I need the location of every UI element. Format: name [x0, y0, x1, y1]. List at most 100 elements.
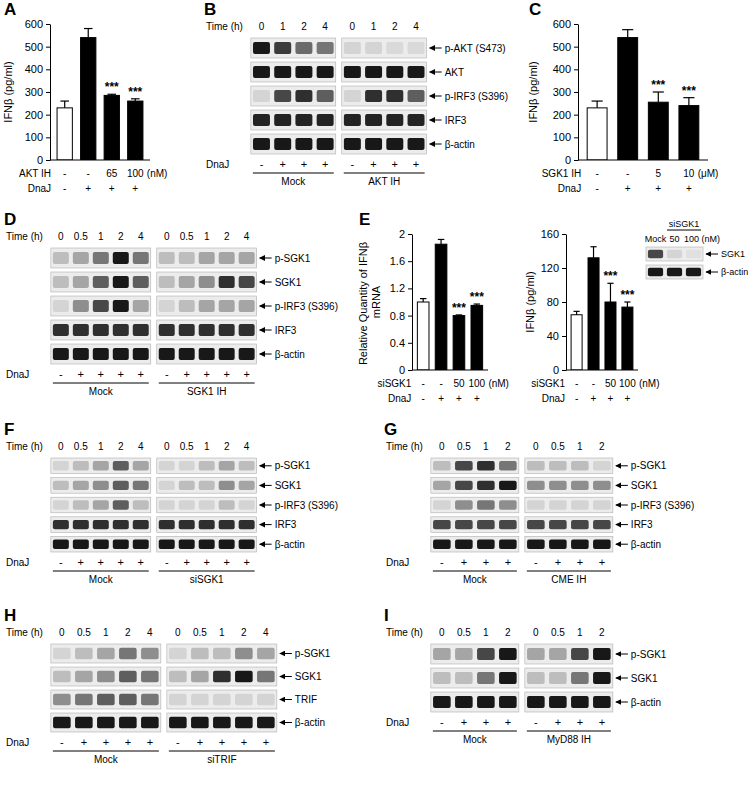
error-bar	[624, 302, 630, 307]
y-tick: 600	[553, 18, 578, 30]
blot-band	[499, 500, 517, 509]
row-label: p-AKT (S473)	[445, 43, 506, 54]
treatment-label: DnaJ	[386, 557, 409, 568]
blot-band	[113, 276, 129, 288]
condition-value: +	[456, 393, 462, 404]
y-tick-label: 300	[553, 86, 571, 98]
y-axis-title: IFNβ (pg/ml)	[2, 61, 14, 122]
blot-band	[73, 500, 89, 509]
blot-band	[213, 694, 231, 705]
blot-band	[257, 648, 275, 659]
time-label: Time (h)	[386, 627, 423, 638]
row-label: SGK1	[275, 277, 302, 288]
blot-strip	[525, 517, 613, 533]
treatment-value: +	[263, 736, 269, 748]
condition-unit: (nM)	[639, 378, 660, 389]
panel-letter: A	[4, 0, 16, 19]
condition-value: 50	[453, 378, 465, 389]
y-tick-label: 400	[553, 63, 571, 75]
blot-band	[317, 90, 334, 102]
blot-band	[219, 276, 235, 288]
blot-band	[179, 481, 195, 490]
blot-band	[97, 717, 115, 728]
blot-band	[199, 520, 215, 529]
y-tick: 0	[553, 364, 566, 376]
blot-band	[169, 671, 187, 682]
treatment-value: +	[461, 556, 467, 568]
label-arrow	[706, 254, 718, 255]
row-label: p-IRF3 (S396)	[275, 301, 338, 312]
treatment-value: -	[60, 736, 64, 748]
treatment-value: +	[98, 368, 104, 380]
blot-band	[235, 717, 253, 728]
error-bar-stem	[627, 30, 628, 38]
y-tick-mark	[46, 115, 50, 116]
blot-strip	[51, 320, 151, 340]
blot-band	[133, 461, 149, 470]
plot-marks	[571, 247, 633, 370]
blot-band	[53, 694, 71, 705]
blot-band	[477, 500, 495, 509]
error-bar-stem	[64, 101, 65, 108]
blot-band	[73, 252, 89, 264]
blot-band	[686, 268, 701, 276]
blot-band	[455, 481, 473, 490]
treatment-value: +	[223, 556, 229, 568]
group-line	[253, 173, 334, 174]
y-tick-label: 2	[399, 228, 405, 240]
blot-band	[593, 672, 611, 684]
lane-label: 50	[669, 234, 679, 244]
group-label: MyD88 IH	[547, 734, 591, 745]
blot-band	[253, 90, 270, 102]
blot-strip	[157, 458, 257, 474]
blot-band	[93, 520, 109, 529]
treatment-value: +	[118, 556, 124, 568]
y-tick-mark	[574, 47, 578, 48]
bar-chart: ******04080120160IFNβ (pg/ml)siSGK1--501…	[524, 228, 660, 404]
y-tick-label: 1.2	[390, 282, 405, 294]
y-axis-line	[566, 235, 567, 371]
treatment-value: +	[301, 158, 307, 170]
western-blot-small: siSGK1Mock50100 (nM)SGK1β-actin	[645, 219, 748, 279]
blot-band	[219, 540, 235, 549]
blot-band	[191, 717, 209, 728]
error-bar	[60, 101, 69, 108]
blot-strip	[431, 668, 519, 688]
y-tick-mark	[408, 316, 412, 317]
treatment-value: +	[279, 158, 285, 170]
blot-band	[365, 90, 382, 102]
treatment-value: +	[203, 368, 209, 380]
group-line	[433, 731, 517, 732]
condition-label: AKT IH	[19, 168, 51, 179]
y-tick: 300	[553, 86, 578, 98]
label-arrow	[260, 485, 272, 486]
error-bar	[622, 30, 633, 38]
blot-band	[141, 694, 159, 705]
treatment-value: +	[223, 368, 229, 380]
significance: ***	[682, 84, 696, 98]
blot-band	[53, 276, 69, 288]
blot-band	[477, 540, 495, 549]
blot-band	[386, 114, 403, 126]
blot-band	[219, 300, 235, 312]
blot-band	[199, 300, 215, 312]
y-axis-title-line: mRNA	[370, 285, 382, 318]
blot-band	[113, 348, 129, 360]
time-value: 2	[118, 441, 124, 452]
y-tick-label: 120	[541, 262, 559, 274]
blot-band	[73, 324, 89, 336]
blot-band	[295, 138, 312, 150]
label-arrow	[616, 678, 628, 679]
y-tick-mark	[574, 24, 578, 25]
blot-band	[93, 324, 109, 336]
blot-band	[141, 717, 159, 728]
blot-band	[239, 520, 255, 529]
error-bar	[683, 98, 694, 106]
blot-band	[73, 461, 89, 470]
blot-band	[75, 671, 93, 682]
treatment-value: +	[147, 736, 153, 748]
blot-band	[257, 671, 275, 682]
blot-band	[159, 520, 175, 529]
y-tick: 1.2	[390, 282, 412, 294]
blot-strip	[342, 38, 427, 58]
